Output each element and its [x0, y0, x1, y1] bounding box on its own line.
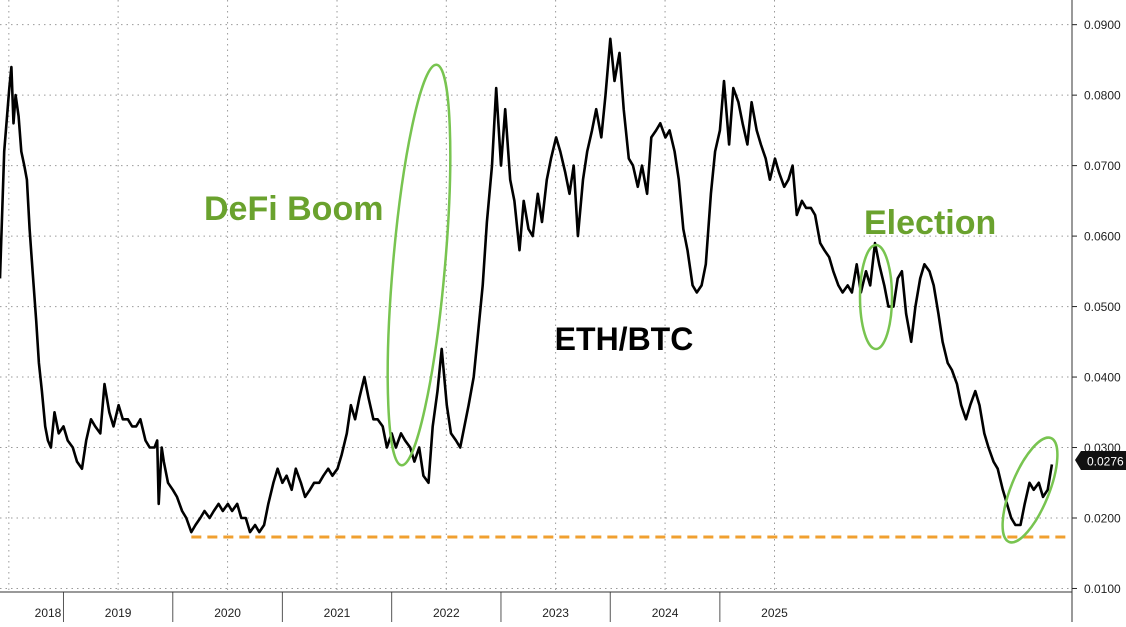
last-value-badge: 0.0276: [1075, 451, 1126, 470]
y-tick-label: 0.0100: [1084, 582, 1121, 596]
x-tick-label: 2024: [652, 606, 679, 620]
x-tick-label: 2025: [761, 606, 788, 620]
annotation-election: Election: [864, 204, 996, 242]
last-value-label: 0.0276: [1087, 455, 1124, 469]
x-tick-label: 2019: [105, 606, 132, 620]
last-value-badge-shape: [1075, 451, 1126, 470]
y-tick-label: 0.0900: [1084, 18, 1121, 32]
x-tick-label: 2018: [35, 606, 62, 620]
x-tick-label: 2021: [324, 606, 351, 620]
grid: [0, 0, 1072, 592]
x-tick-label: 2020: [214, 606, 241, 620]
chart-title: ETH/BTC: [555, 321, 694, 357]
series-line: [0, 37, 1054, 534]
y-tick-label: 0.0500: [1084, 300, 1121, 314]
highlight-ellipses: [386, 63, 1059, 544]
y-tick-label: 0.0700: [1084, 159, 1121, 173]
series-group: [0, 37, 1054, 534]
x-tick-label: 2023: [542, 606, 569, 620]
highlight-ellipse-defi: [386, 63, 452, 467]
y-tick-label: 0.0800: [1084, 89, 1121, 103]
y-tick-label: 0.0400: [1084, 371, 1121, 385]
highlight-ellipse-current: [1001, 436, 1059, 544]
highlight-ellipse-election: [858, 243, 894, 351]
y-tick-label: 0.0200: [1084, 512, 1121, 526]
x-tick-label: 2022: [433, 606, 460, 620]
annotation-defi-boom: DeFi Boom: [204, 190, 383, 228]
y-tick-label: 0.0600: [1084, 230, 1121, 244]
